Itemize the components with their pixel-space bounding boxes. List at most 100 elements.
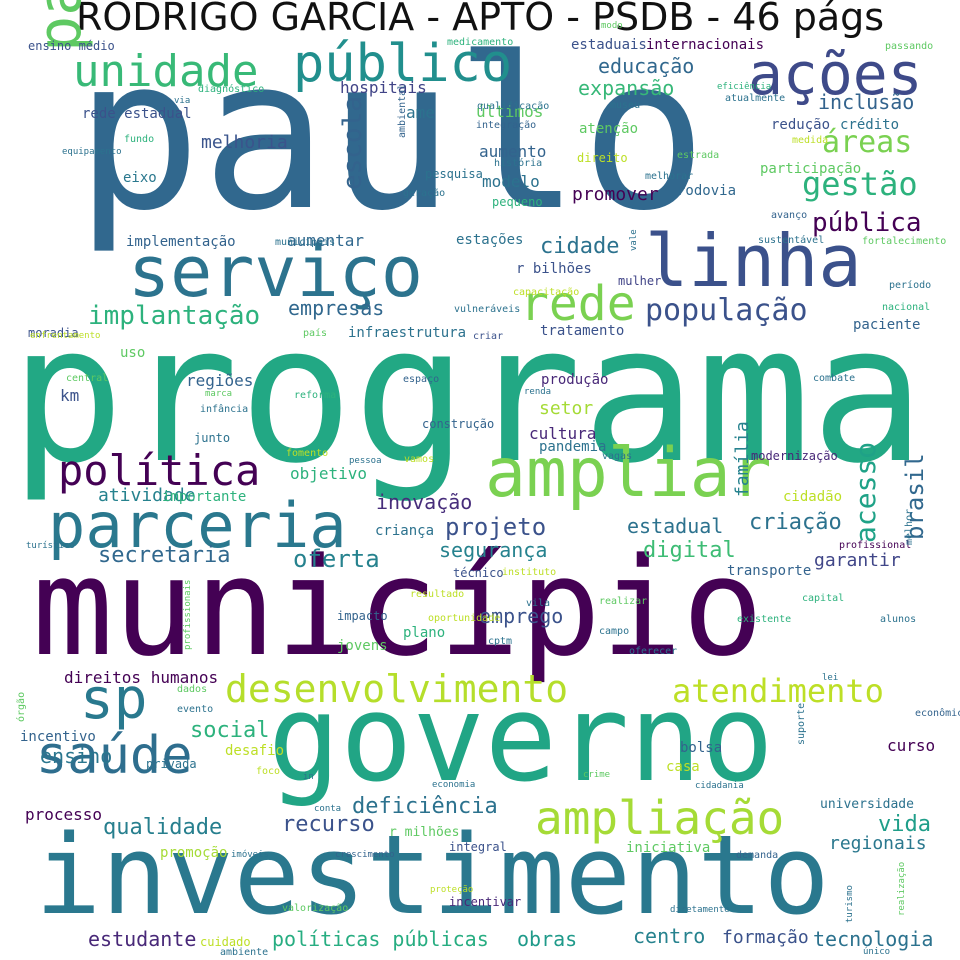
word-117: integração (476, 120, 537, 131)
word-2: município (32, 529, 764, 686)
word-33: vida (878, 812, 931, 837)
word-122: história (494, 158, 543, 169)
word-181: proteção (430, 885, 474, 895)
word-180: demanda (736, 850, 779, 861)
word-83: objetivo (290, 464, 368, 483)
word-61: melhoria (201, 132, 288, 153)
word-160: vila (526, 598, 551, 609)
word-179: crescimento (335, 850, 395, 860)
word-39: formação (722, 927, 809, 948)
word-56: família (732, 421, 753, 497)
word-1: programa (10, 284, 926, 505)
word-57: atividade (98, 485, 196, 506)
word-129: avanço (771, 210, 808, 221)
word-52: criação (749, 510, 842, 535)
word-193: melhor (904, 508, 915, 545)
word-15: sp (80, 667, 148, 732)
word-143: central (66, 373, 109, 384)
word-169: evento (177, 704, 214, 715)
word-145: infância (200, 404, 249, 415)
word-114: museu (610, 100, 641, 111)
word-27: oferta (293, 545, 380, 573)
word-141: geração (403, 188, 446, 199)
word-21: população (645, 293, 808, 328)
word-108: estaduais (571, 37, 647, 53)
word-59: últimos (476, 102, 544, 121)
word-165: cptm (488, 636, 513, 647)
word-163: existente (737, 614, 792, 625)
word-148: renda (524, 387, 552, 397)
word-64: promover (572, 184, 659, 205)
word-24: acesso (849, 441, 882, 543)
word-155: profissional (839, 540, 912, 551)
word-91: direitos humanos (64, 668, 219, 687)
word-94: processo (25, 805, 103, 824)
word-104: r milhões (389, 825, 460, 840)
word-151: pessoa (349, 456, 382, 466)
word-89: transporte (727, 563, 812, 579)
word-87: criança (375, 523, 435, 539)
word-191: ambiental (397, 83, 408, 138)
word-78: produção (541, 372, 609, 388)
word-60: ame (406, 103, 435, 122)
word-168: dados (177, 684, 208, 695)
word-43: expansão (578, 76, 675, 100)
word-147: espaço (403, 374, 440, 385)
word-119: redução (771, 117, 831, 133)
word-189: modo (601, 21, 623, 31)
word-121: participação (760, 161, 862, 177)
word-11: rede (520, 276, 636, 332)
word-157: resultado (410, 589, 465, 600)
word-79: setor (539, 398, 594, 419)
word-19: ampliação (535, 791, 785, 845)
word-10: unidade (73, 46, 259, 97)
word-113: qualificação (477, 101, 550, 112)
word-133: moradia (28, 326, 79, 340)
word-111: rede estadual (82, 106, 192, 122)
word-37: obras (517, 927, 578, 951)
word-13: parceria (48, 489, 347, 562)
page-title: RODRIGO GARCIA - APTO - PSDB - 46 págs (75, 0, 885, 39)
word-95: promoção (160, 845, 228, 861)
word-0: paulo (75, 12, 708, 257)
word-31: recurso (282, 812, 375, 837)
word-154: combate (813, 373, 856, 384)
word-106: ensino médio (28, 39, 115, 53)
word-41: regionais (829, 833, 927, 854)
word-166: oferecer (629, 646, 678, 657)
word-48: empresas (288, 296, 385, 320)
word-26: secretaria (98, 543, 231, 568)
word-93: desafio (225, 743, 285, 759)
word-138: enfrentamento (30, 331, 101, 341)
word-139: municipais (275, 237, 336, 248)
word-183: diretamente (670, 905, 730, 915)
word-161: oportunidade (428, 613, 501, 624)
word-29: social (190, 718, 270, 743)
word-4: investimento (35, 811, 830, 939)
word-74: paciente (853, 317, 921, 333)
word-101: impacto (337, 609, 388, 623)
word-184: cuidado (200, 935, 251, 949)
word-58: hospitais (340, 78, 427, 97)
word-62: aumento (479, 142, 547, 161)
word-128: sustentável (758, 235, 825, 246)
word-187: turístico (26, 541, 75, 551)
word-146: reforma (294, 390, 337, 401)
word-174: economia (432, 780, 476, 790)
word-190: equipamento (62, 147, 122, 157)
word-38: centro (633, 924, 706, 948)
word-55: garantir (814, 550, 901, 571)
word-17: desenvolvimento (225, 667, 569, 711)
word-112: diagnóstico (198, 84, 265, 95)
word-9: público (293, 34, 513, 94)
word-127: estrada (677, 150, 720, 161)
word-102: integral (449, 840, 507, 854)
word-197: realização (897, 861, 907, 916)
word-192: vale (629, 229, 639, 251)
word-110: passando (885, 41, 934, 52)
word-6: linha (645, 219, 862, 303)
word-67: implementação (126, 234, 236, 250)
word-66: eixo (123, 170, 157, 186)
word-71: mulher (618, 274, 662, 288)
word-109: internacionais (646, 37, 765, 53)
